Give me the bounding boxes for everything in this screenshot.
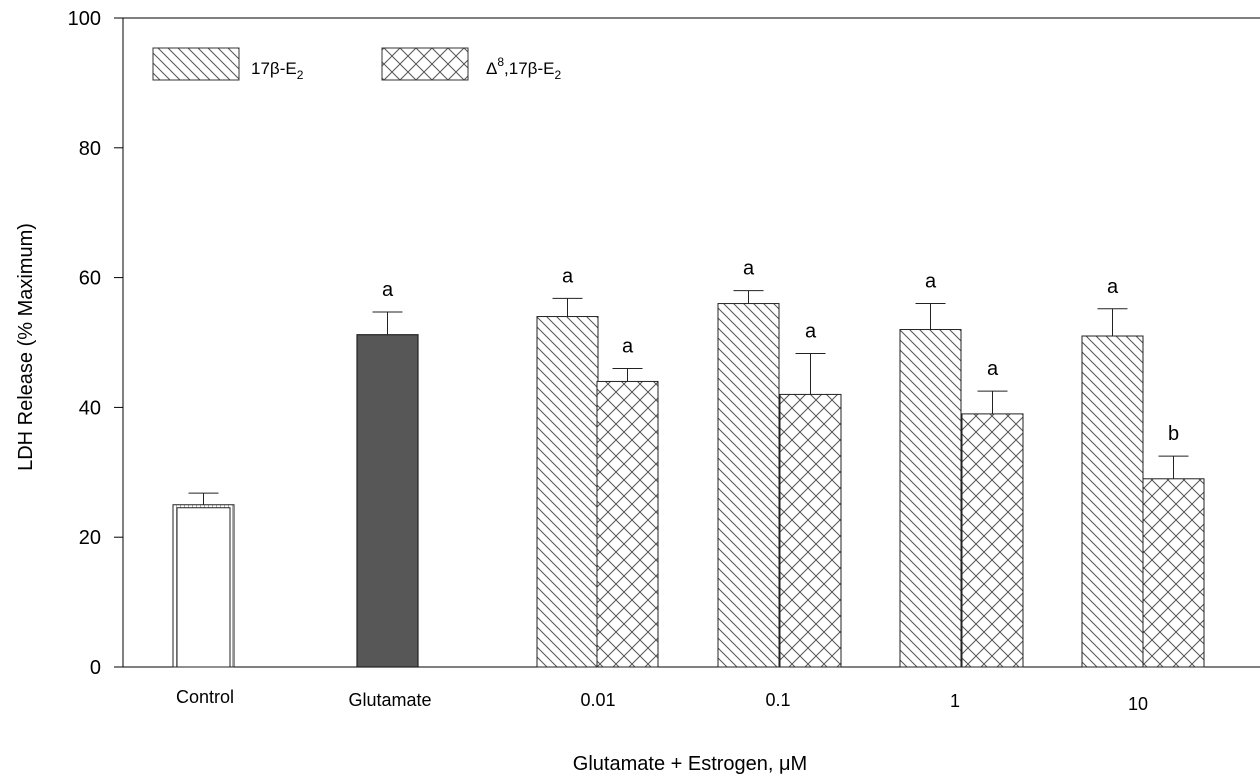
bar-1-17-e2 <box>899 329 962 668</box>
category-label-0-01: 0.01 <box>580 690 615 710</box>
y-tick-label: 100 <box>68 8 101 30</box>
significance-label-0-1-8-17-e2: a <box>805 321 817 343</box>
y-tick-label: 20 <box>79 527 101 549</box>
error-bar-0-01-8-17-e2 <box>612 367 643 382</box>
significance-label-0-01-8-17-e2: a <box>622 335 634 357</box>
category-label-10: 10 <box>1128 694 1148 714</box>
legend-swatch-delta8-17b-e2 <box>381 47 469 81</box>
category-label-0-1: 0.1 <box>765 690 790 710</box>
bars: a a a a a a a a b <box>172 258 1205 668</box>
bar-0-01-8-17-e2 <box>596 380 659 668</box>
bar-0-1-17-e2 <box>717 303 780 668</box>
bar-glutamate-glutamate <box>356 334 419 668</box>
error-bar-0-01-17-e2 <box>552 297 583 317</box>
significance-label-1-17-e2: a <box>925 271 937 293</box>
error-bar-10-8-17-e2 <box>1158 455 1189 479</box>
bar-10-8-17-e2 <box>1142 478 1205 668</box>
category-label-glutamate: Glutamate <box>348 690 431 710</box>
significance-label-0-1-17-e2: a <box>743 258 755 280</box>
error-bar-1-17-e2 <box>915 303 946 330</box>
y-tick-label: 80 <box>79 138 101 160</box>
y-axis-title: LDH Release (% Maximum) <box>15 223 37 471</box>
bar-0-01-17-e2 <box>536 316 599 668</box>
significance-label-glutamate-glutamate: a <box>382 279 394 301</box>
error-bar-control-control <box>188 492 219 505</box>
x-axis-category-labels: Control Glutamate 0.01 0.1 1 10 <box>176 687 1148 714</box>
category-label-1: 1 <box>950 691 960 711</box>
significance-label-10-8-17-e2: b <box>1168 423 1179 445</box>
legend-swatch-17b-e2 <box>152 47 240 81</box>
significance-label-1-8-17-e2: a <box>987 358 999 380</box>
bar-inner-control-control <box>176 507 231 668</box>
bar-0-1-8-17-e2 <box>779 393 842 668</box>
error-bar-glutamate-glutamate <box>372 311 403 335</box>
bar-10-17-e2 <box>1081 335 1144 668</box>
error-bar-0-1-17-e2 <box>733 290 764 304</box>
error-bar-1-8-17-e2 <box>977 390 1008 414</box>
y-axis: 0 20 40 60 80 100 <box>68 8 123 679</box>
error-bar-10-17-e2 <box>1097 308 1128 337</box>
legend: 17β-E2 Δ8,17β-E2 <box>152 47 561 82</box>
error-bar-0-1-8-17-e2 <box>795 353 826 395</box>
legend-label-delta8-17b-e2: Δ8,17β-E2 <box>486 55 561 82</box>
bar-1-8-17-e2 <box>961 413 1024 668</box>
y-tick-label: 40 <box>79 397 101 419</box>
significance-label-10-17-e2: a <box>1107 276 1119 298</box>
y-tick-label: 0 <box>90 657 101 679</box>
category-label-control: Control <box>176 687 234 707</box>
significance-label-0-01-17-e2: a <box>562 265 574 287</box>
x-axis-title: Glutamate + Estrogen, μM <box>573 753 807 775</box>
y-tick-label: 60 <box>79 268 101 290</box>
legend-label-17b-e2: 17β-E2 <box>251 59 304 82</box>
